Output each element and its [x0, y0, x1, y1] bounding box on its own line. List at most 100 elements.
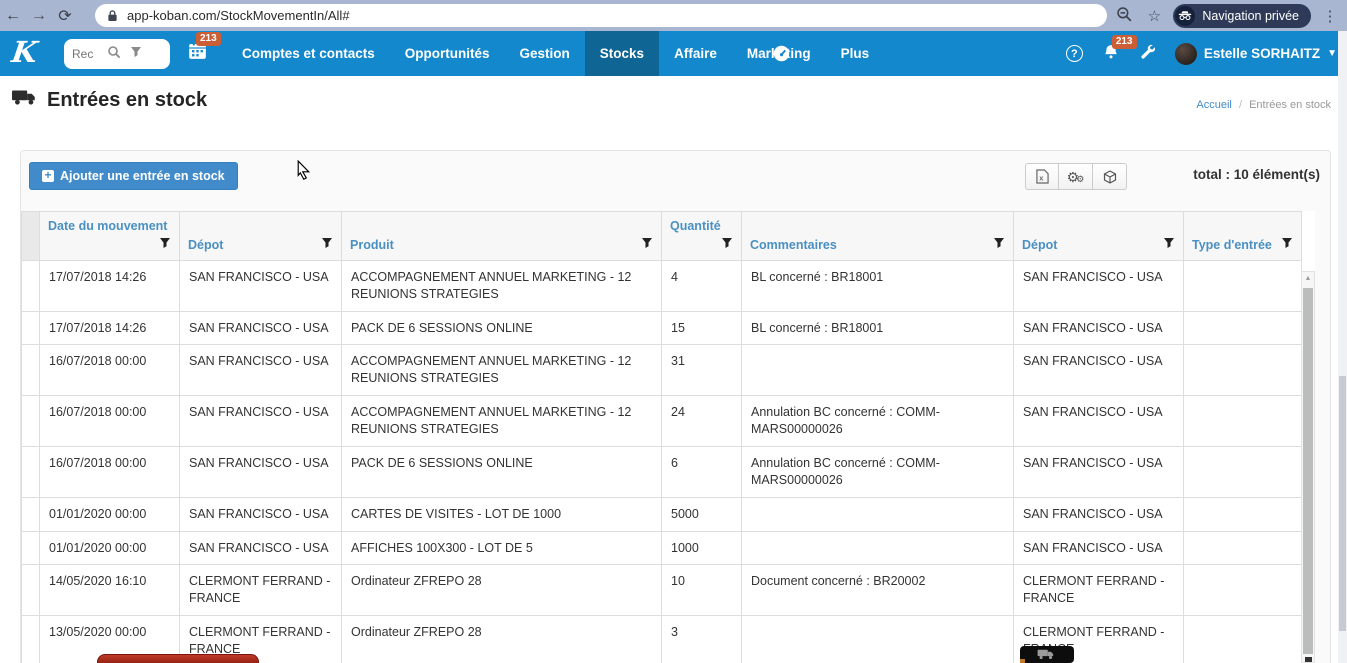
add-stock-entry-label: Ajouter une entrée en stock: [60, 169, 225, 183]
mouse-cursor: [297, 159, 311, 185]
add-stock-entry-button[interactable]: + Ajouter une entrée en stock: [29, 162, 238, 190]
nav-item-comptes-et-contacts[interactable]: Comptes et contacts: [242, 46, 375, 61]
header-quantite[interactable]: Quantité: [661, 211, 742, 261]
search-input[interactable]: [72, 47, 98, 61]
cell-qty: 15: [661, 310, 742, 346]
filter-icon[interactable]: [721, 237, 733, 254]
cell-qty: 31: [661, 344, 742, 397]
cell-comment: Document concerné : BR20002: [741, 564, 1014, 617]
cell-select: [21, 564, 40, 617]
scroll-down-icon[interactable]: [1305, 657, 1312, 662]
table-row[interactable]: 01/01/2020 00:00 SAN FRANCISCO - USA AFFIC…: [21, 530, 1302, 566]
stock-cube-button[interactable]: [1093, 163, 1127, 190]
cell-depot: SAN FRANCISCO - USA: [179, 496, 342, 532]
settings-gears-button[interactable]: ⚙⚙: [1059, 163, 1093, 190]
settings-wrench-icon[interactable]: [1139, 43, 1155, 64]
table-row[interactable]: 17/07/2018 14:26 SAN FRANCISCO - USA PACK …: [21, 310, 1302, 346]
cell-qty: 1000: [661, 530, 742, 566]
page-header: Entrées en stock Accueil / Entrées en st…: [0, 76, 1347, 130]
nav-item-plus[interactable]: Plus: [840, 46, 870, 61]
header-date[interactable]: Date du mouvement: [39, 211, 180, 261]
avatar: [1174, 42, 1197, 65]
cell-comment: [741, 496, 1014, 532]
cell-depot: SAN FRANCISCO - USA: [179, 259, 342, 312]
header-type-entree[interactable]: Type d'entrée: [1183, 211, 1302, 261]
nav-item-stocks[interactable]: Stocks: [584, 31, 660, 76]
scroll-up-icon[interactable]: ▲: [1304, 275, 1312, 282]
search-icon[interactable]: [107, 45, 121, 64]
gears-icon: ⚙⚙: [1066, 168, 1085, 185]
table-row[interactable]: 01/01/2020 00:00 SAN FRANCISCO - USA CARTE…: [21, 496, 1302, 532]
page-scrollbar-thumb[interactable]: [1339, 376, 1346, 631]
cell-select: [21, 395, 40, 447]
dashboard-gauge-icon[interactable]: [772, 44, 791, 68]
header-depot2[interactable]: Dépot: [1013, 211, 1184, 261]
cell-qty: 10: [661, 564, 742, 617]
bookmark-star-icon[interactable]: ☆: [1147, 7, 1162, 25]
cell-comment: [741, 530, 1014, 566]
zoom-out-icon[interactable]: [1113, 6, 1135, 26]
forward-icon[interactable]: →: [31, 6, 47, 24]
back-icon[interactable]: ←: [5, 6, 21, 24]
cell-date: 01/01/2020 00:00: [39, 530, 180, 566]
cell-depot: CLERMONT FERRAND - FRANCE: [179, 564, 342, 617]
cell-depot: SAN FRANCISCO - USA: [179, 395, 342, 447]
cell-type: [1183, 530, 1302, 566]
user-menu[interactable]: Estelle SORHAITZ ▼: [1174, 42, 1337, 65]
nav-item-opportunit-s[interactable]: Opportunités: [404, 46, 490, 61]
filter-icon[interactable]: [993, 237, 1005, 254]
cell-qty: 3: [661, 615, 742, 663]
table-scrollbar[interactable]: ▲: [1301, 271, 1315, 663]
cell-select: [21, 530, 40, 566]
truck-icon: [12, 88, 38, 112]
cell-produit: Ordinateur ZFREPO 28: [341, 615, 662, 663]
filter-icon[interactable]: [159, 237, 171, 254]
table-row[interactable]: 16/07/2018 00:00 SAN FRANCISCO - USA ACCOM…: [21, 344, 1302, 397]
cell-date: 17/07/2018 14:26: [39, 310, 180, 346]
nav-item-gestion[interactable]: Gestion: [519, 46, 570, 61]
filter-icon[interactable]: [1163, 237, 1175, 254]
cell-date: 16/07/2018 00:00: [39, 445, 180, 498]
filter-icon[interactable]: [641, 237, 653, 254]
cell-date: 17/07/2018 14:26: [39, 259, 180, 312]
notifications-bell-icon[interactable]: 213: [1103, 34, 1137, 65]
cell-depot2: SAN FRANCISCO - USA: [1013, 310, 1184, 346]
koban-logo[interactable]: K: [9, 35, 40, 69]
table-row[interactable]: 14/05/2020 16:10 CLERMONT FERRAND - FRANC…: [21, 564, 1302, 617]
cell-date: 01/01/2020 00:00: [39, 496, 180, 532]
global-search[interactable]: [64, 39, 170, 69]
url-bar[interactable]: app-koban.com/StockMovementIn/All#: [95, 4, 1107, 27]
table-scrollbar-thumb[interactable]: [1303, 288, 1313, 654]
cell-produit: PACK DE 6 SESSIONS ONLINE: [341, 445, 662, 498]
table-row[interactable]: 17/07/2018 14:26 SAN FRANCISCO - USA ACCOM…: [21, 259, 1302, 312]
filter-icon[interactable]: [321, 237, 333, 254]
truck-tooltip-icon: [1037, 649, 1054, 660]
filter-icon[interactable]: [1281, 237, 1293, 254]
cell-depot2: SAN FRANCISCO - USA: [1013, 259, 1184, 312]
header-produit[interactable]: Produit: [341, 211, 662, 261]
help-icon[interactable]: ?: [1065, 45, 1083, 62]
header-depot[interactable]: Dépot: [179, 211, 342, 261]
table-row[interactable]: 16/07/2018 00:00 SAN FRANCISCO - USA PACK …: [21, 445, 1302, 498]
incognito-badge: Navigation privée: [1173, 3, 1311, 28]
user-name: Estelle SORHAITZ: [1203, 46, 1321, 61]
agenda-icon[interactable]: 213: [188, 32, 221, 65]
incognito-icon: [1175, 5, 1196, 26]
header-commentaires[interactable]: Commentaires: [741, 211, 1014, 261]
export-excel-button[interactable]: x: [1025, 163, 1059, 190]
nav-item-affaire[interactable]: Affaire: [674, 46, 717, 61]
breadcrumb-separator: /: [1238, 99, 1242, 111]
refresh-icon[interactable]: ⟳: [58, 7, 72, 25]
search-filter-icon[interactable]: [130, 45, 142, 63]
cell-type: [1183, 496, 1302, 532]
cell-select: [21, 445, 40, 498]
page-scrollbar[interactable]: [1338, 31, 1347, 663]
breadcrumb-home-link[interactable]: Accueil: [1196, 99, 1232, 111]
browser-menu-icon[interactable]: ⋮: [1322, 7, 1338, 25]
notifications-badge: 213: [1111, 34, 1137, 49]
table-row[interactable]: 16/07/2018 00:00 SAN FRANCISCO - USA ACCOM…: [21, 395, 1302, 447]
cell-select: [21, 496, 40, 532]
cell-depot2: SAN FRANCISCO - USA: [1013, 395, 1184, 447]
cell-type: [1183, 259, 1302, 312]
